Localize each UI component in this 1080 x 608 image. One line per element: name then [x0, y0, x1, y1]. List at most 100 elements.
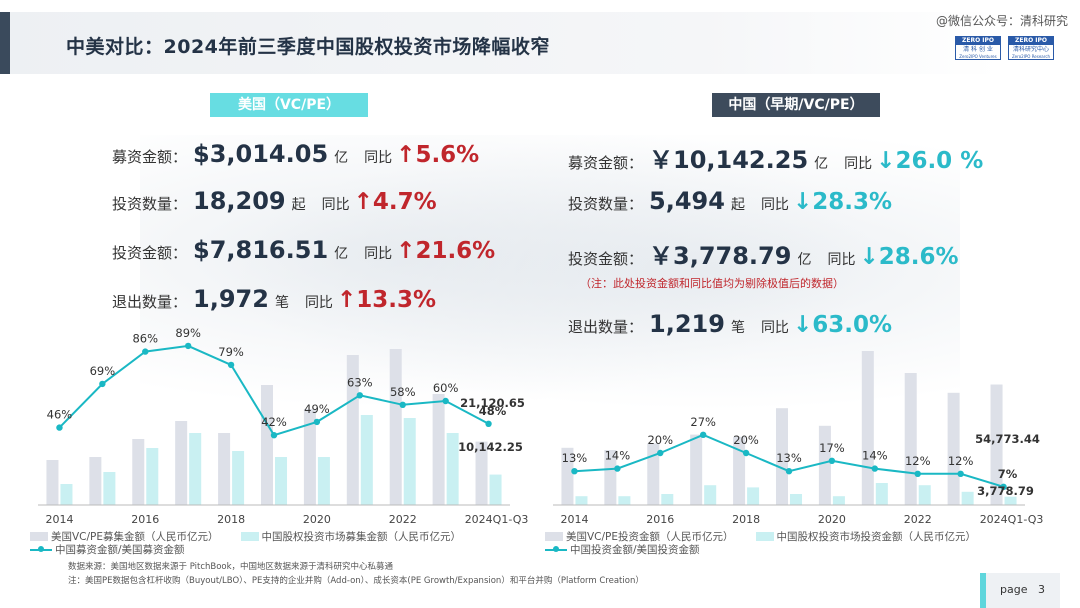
us-stat-value: $3,014.05 [193, 140, 329, 168]
us-stat-unit: 笔 [274, 295, 289, 311]
up-arrow-icon: ↑ [396, 142, 416, 168]
ratio-point [399, 401, 406, 408]
cn-stat-unit: 起 [730, 197, 745, 213]
x-tick-label: 2016 [131, 513, 159, 526]
cn-stat-label: 投资数量： [568, 195, 644, 213]
legend-swatch [545, 532, 563, 541]
us-bar [260, 385, 273, 505]
cn-stat-unit: 亿 [797, 252, 812, 268]
legend-label: 中国股权投资市场募集金额（人民币亿元） [261, 531, 462, 543]
chart0-legend-row2: 中国募资金额/美国募资金额 [30, 542, 185, 557]
us-stat-investment: 投资金额： $7,816.51 亿 同比 ↑ 21.6% [112, 236, 495, 264]
cn-stat-value: ￥3,778.79 [649, 242, 792, 270]
us-stat-label: 募资金额： [112, 148, 188, 166]
logo1-bottom: 清 科 创 业 [963, 46, 993, 53]
cn-last-value-label: 3,778.79 [977, 484, 1034, 498]
cn-footnote: （注：此处投资金额和同比值均为剔除极值后的数据） [580, 277, 844, 290]
us-cn-fundraising-chart: 46% 69% 86% 89% 79% 42% 49% 63% 58% 60% 48%21,120.… [38, 326, 529, 526]
logo1-sub: Zero2IPO Ventures [959, 54, 997, 59]
ratio-point [614, 465, 621, 472]
us-bar [604, 450, 617, 505]
cn-bar [832, 496, 845, 505]
us-bar [690, 434, 703, 505]
down-arrow-icon: ↓ [876, 148, 896, 174]
us-last-value-label: 21,120.65 [460, 396, 525, 410]
page-tab-accent [980, 573, 986, 608]
cn-bar [575, 496, 588, 505]
cn-bar [232, 451, 245, 505]
x-tick-label: 2024Q1-Q3 [465, 513, 529, 526]
ratio-data-label: 89% [175, 326, 201, 340]
ratio-point [356, 392, 364, 399]
x-tick-label: 2016 [646, 513, 674, 526]
us-stat-exits: 退出数量： 1,972 笔 同比 ↑ 13.3% [112, 285, 436, 313]
legend-label: 中国投资金额/美国投资金额 [570, 544, 700, 556]
cn-bar [189, 433, 202, 505]
up-arrow-icon: ↑ [353, 189, 373, 215]
zero2ipo-research-logo: ZERO IPO 清科研究中心 Zero2IPO Research [1008, 36, 1054, 60]
watermark: @微信公众号：清科研究 [935, 14, 1068, 28]
us-bar [303, 409, 316, 505]
us-bar [861, 351, 874, 505]
cn-stat-fundraising: 募资金额： ￥10,142.25 亿 同比 ↓ 26.0 % [568, 140, 983, 175]
ratio-data-label: 14% [605, 449, 631, 463]
cn-bar [360, 415, 373, 505]
cn-stat-exits: 退出数量： 1,219 笔 同比 ↓ 63.0% [568, 310, 892, 338]
x-tick-label: 2022 [904, 513, 932, 526]
ratio-data-label: 48% [479, 404, 507, 418]
cn-stat-label: 投资金额： [568, 250, 644, 268]
us-stat-unit: 起 [291, 197, 306, 213]
cn-bar [446, 433, 459, 505]
ratio-point [571, 468, 578, 475]
cn-bar [60, 484, 73, 505]
logo2-sub: Zero2IPO Research [1011, 54, 1051, 59]
legend-line-swatch [545, 545, 567, 554]
us-yoy-label: 同比 [364, 246, 393, 262]
ratio-data-label: 20% [647, 433, 673, 447]
us-last-value-label: 54,773.44 [975, 432, 1040, 446]
cn-bar [661, 494, 674, 505]
page-number: 3 [1038, 583, 1045, 596]
cn-bar [489, 474, 502, 505]
ratio-point [914, 470, 921, 477]
page-title: 中美对比：2024年前三季度中国股权投资市场降幅收窄 [66, 36, 550, 58]
cn-last-value-label: 10,142.25 [458, 440, 523, 454]
us-bar [218, 433, 231, 505]
ratio-data-label: 49% [304, 402, 330, 416]
cn-bar [961, 491, 974, 505]
ratio-point [142, 348, 149, 355]
x-tick-label: 2020 [303, 513, 331, 526]
cn-stat-unit: 亿 [814, 156, 829, 172]
cn-stat-change: 28.6% [878, 244, 959, 270]
logo2-top: ZERO IPO [1009, 37, 1053, 45]
data-note: 注：美国PE数据包含杠杆收购（Buyout/LBO）、PE支持的企业并购（Add… [68, 576, 644, 586]
ratio-point [871, 465, 879, 472]
us-bar [475, 441, 488, 505]
legend-line-swatch [30, 545, 52, 554]
cn-bar [747, 487, 760, 505]
chart1-legend-row2: 中国投资金额/美国投资金额 [545, 542, 700, 557]
legend-label: 中国募资金额/美国募资金额 [55, 544, 185, 556]
cn-stat-label: 募资金额： [568, 154, 644, 172]
us-bar [647, 443, 660, 505]
legend-swatch [240, 532, 259, 541]
ratio-data-label: 79% [218, 345, 244, 359]
cn-stat-value: ￥10,142.25 [649, 146, 809, 174]
x-tick-label: 2018 [217, 513, 245, 526]
us-stat-value: $7,816.51 [193, 236, 329, 264]
up-arrow-icon: ↑ [336, 287, 357, 313]
legend-swatch [755, 532, 774, 541]
cn-stat-investment: 投资金额： ￥3,778.79 亿 同比 ↓ 28.6% [568, 236, 959, 271]
cn-stat-change: 28.3% [812, 189, 893, 215]
us-stat-change: 13.3% [356, 287, 437, 313]
legend-label: 美国VC/PE投资金额（人民币亿元） [566, 531, 734, 543]
down-arrow-icon: ↓ [859, 244, 879, 270]
us-bar [346, 355, 359, 505]
ratio-data-label: 7% [998, 467, 1018, 481]
ratio-point [56, 424, 63, 431]
cn-stat-change: 26.0 % [895, 148, 984, 174]
ratio-point [785, 468, 793, 475]
us-bar [818, 425, 831, 505]
ratio-data-label: 13% [562, 451, 588, 465]
ratio-data-label: 13% [776, 451, 802, 465]
